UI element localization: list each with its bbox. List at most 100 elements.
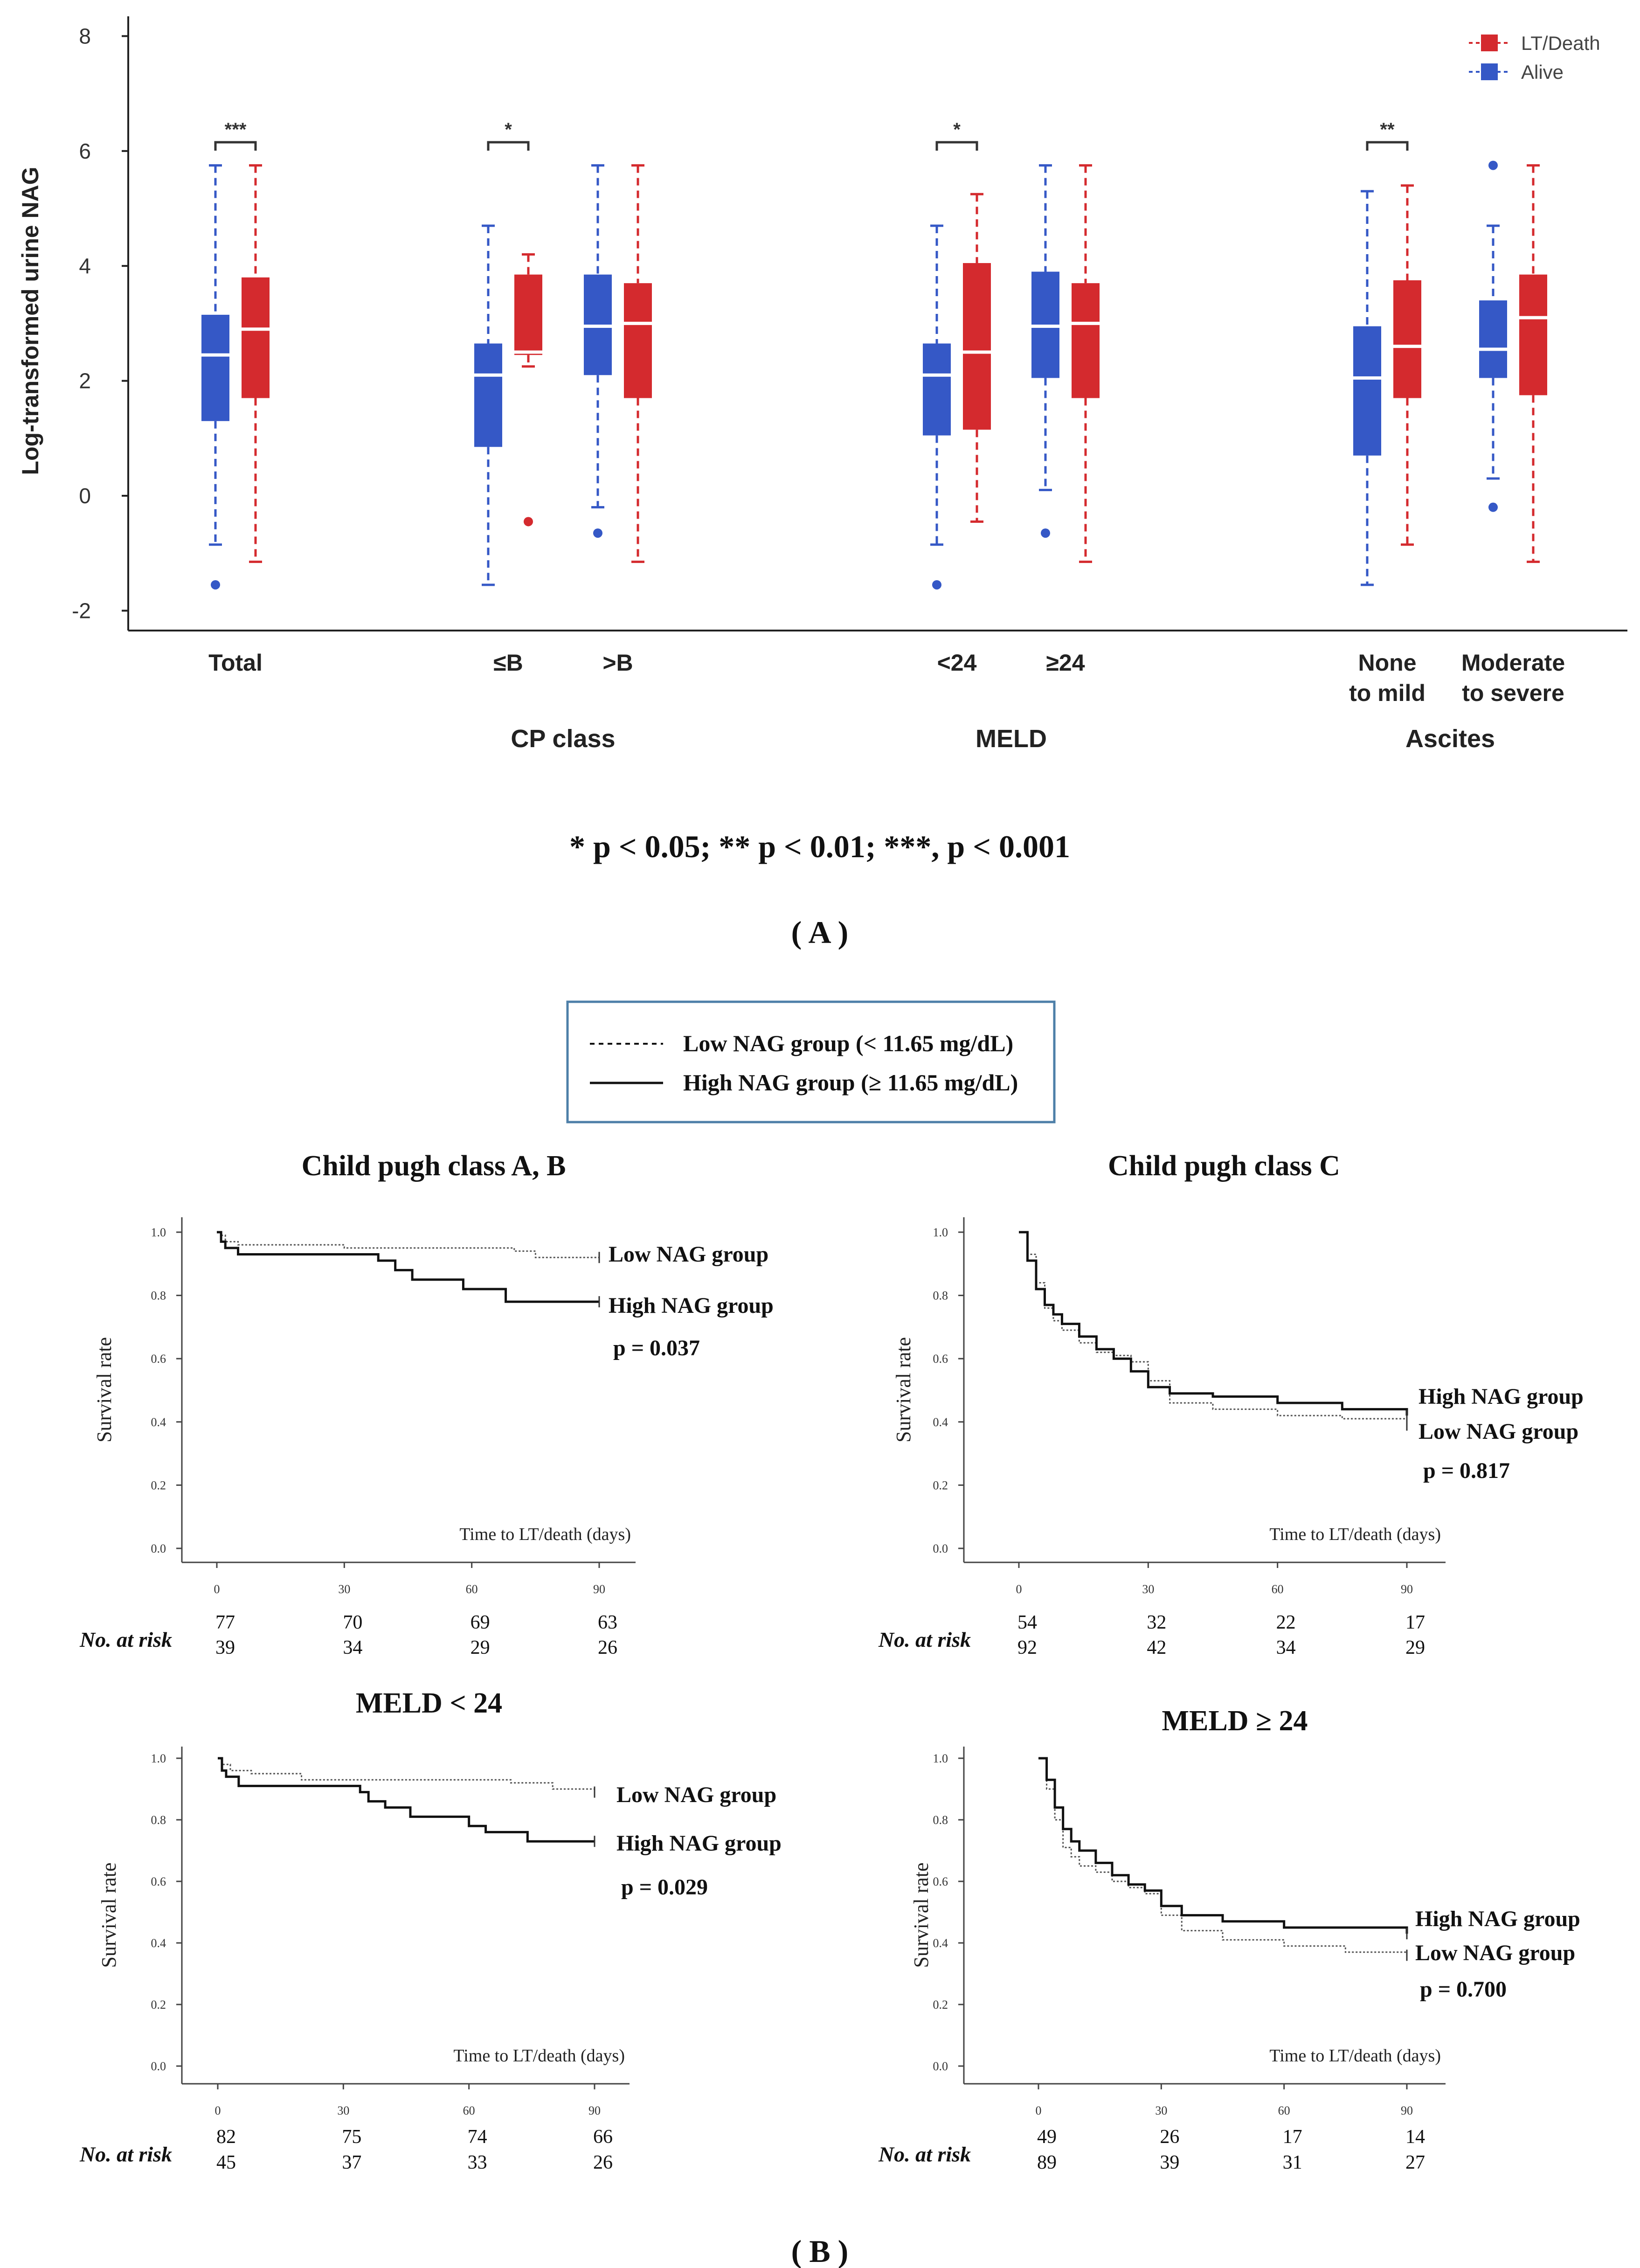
legend-label: LT/Death [1521,32,1600,54]
y-tick-label: 4 [79,254,91,278]
km-risk-label: No. at risk [878,1628,971,1651]
km-curve-low [1019,1231,1408,1425]
y-tick-label: 2 [79,369,91,393]
km-risk-high: 39 [1160,2152,1179,2173]
km-p-value: p = 0.700 [1420,1977,1507,2002]
category-label: Total [208,650,263,676]
km-curve-high [1019,1231,1408,1416]
km-y-tick-label: 1.0 [151,1226,166,1239]
km-x-axis-label: Time to LT/death (days) [453,2046,625,2066]
category-label-line2: to severe [1462,680,1564,706]
panel-b-label: ( B ) [791,2233,849,2268]
legend-high-label: High NAG group (≥ 11.65 mg/dL) [683,1069,1018,1096]
km-risk-low: 70 [343,1612,362,1633]
svg-text:): ) [838,2233,849,2268]
km-y-tick-label: 0.4 [933,1415,948,1429]
km-x-tick-label: 0 [214,1582,220,1596]
category-label: <24 [937,650,977,676]
km-risk-high: 34 [1276,1637,1296,1658]
km-y-tick-label: 0.0 [933,2060,948,2073]
svg-text:): ) [838,915,849,950]
km-risk-label: No. at risk [79,2143,172,2166]
km-x-tick-label: 0 [215,2104,221,2117]
km-y-tick-label: 1.0 [933,1226,948,1239]
outlier-point [524,517,533,527]
km-annotation-lower: High NAG group [616,1831,782,1856]
legend-low-label: Low NAG group (< 11.65 mg/dL) [683,1030,1013,1056]
km-x-tick-label: 90 [1401,2104,1413,2117]
box-iqr [474,343,502,447]
km-x-tick-label: 90 [588,2104,601,2117]
category-label: >B [602,650,633,676]
legend-swatch [1481,63,1498,80]
km-p-value: p = 0.817 [1423,1458,1510,1483]
km-y-tick-label: 0.2 [151,1478,166,1492]
km-risk-high: 31 [1283,2152,1302,2173]
box-iqr [201,314,229,421]
panel-a-boxplot: -2 0 2 4 6 8 Log-transformed urine NAG Total ≤B >… [17,16,1627,753]
km-curve-high [218,1757,595,1843]
km-y-tick-label: 1.0 [933,1752,948,1765]
box-iqr [1072,283,1100,398]
km-y-tick-label: 0.2 [933,1998,948,2011]
significance-stars: * [505,119,512,140]
km-title: MELD < 24 [356,1687,502,1719]
km-child-pugh-ab: Child pugh class A, B 0.0 0.2 0.4 0.6 0.8 1.0 0… [79,1150,774,1658]
significance-bracket [935,141,978,151]
km-risk-high: 29 [471,1637,490,1658]
km-y-axis-label: Survival rate [910,1862,933,1968]
km-x-tick-label: 30 [338,1582,350,1596]
km-x-axis-label: Time to LT/death (days) [459,1525,631,1544]
km-annotation-lower: Low NAG group [1419,1419,1578,1444]
km-y-tick-label: 0.4 [933,1936,948,1950]
km-y-tick-label: 0.0 [151,1542,166,1555]
box-iqr [1393,280,1421,398]
km-meld-under-24: MELD < 24 0.0 0.2 0.4 0.6 0.8 1.0 0 30 60 90 Surviv… [79,1687,782,2173]
km-title: Child pugh class A, B [302,1150,566,1182]
km-risk-low: 54 [1017,1612,1037,1633]
km-risk-high: 89 [1037,2152,1057,2173]
km-y-axis-label: Survival rate [97,1862,120,1968]
km-risk-high: 37 [342,2152,361,2173]
significance-bracket [1366,141,1409,151]
significance-bracket [214,141,257,151]
km-y-axis-label: Survival rate [892,1337,915,1443]
km-y-tick-label: 0.4 [151,1415,166,1429]
group-label: MELD [976,725,1047,753]
km-risk-low: 26 [1160,2126,1179,2148]
km-curve-high [217,1231,599,1303]
km-y-tick-label: 0.8 [151,1813,166,1827]
box-iqr [514,274,542,355]
km-risk-label: No. at risk [79,1628,172,1651]
significance-stars: *** [225,119,247,140]
box-iqr [624,283,652,398]
km-x-tick-label: 0 [1016,1582,1022,1596]
svg-text:(: ( [791,915,802,950]
panel-b-label-letter: B [809,2233,830,2268]
box-iqr [242,277,270,398]
outlier-point [1041,528,1050,538]
km-x-axis-label: Time to LT/death (days) [1269,1525,1441,1544]
outlier-point [1488,160,1498,170]
panel-a-label-letter: A [808,915,831,950]
y-tick-label: 6 [79,139,91,163]
km-y-tick-label: 0.4 [151,1936,166,1950]
outlier-point [1488,502,1498,512]
km-annotation-upper: High NAG group [1415,1907,1580,1931]
km-y-tick-label: 0.6 [151,1875,166,1888]
box-iqr [923,343,951,436]
km-risk-low: 66 [593,2126,613,2148]
km-y-tick-label: 0.8 [933,1813,948,1827]
km-risk-low: 63 [598,1612,617,1633]
km-x-tick-label: 90 [1401,1582,1413,1596]
legend-label: Alive [1521,61,1564,83]
km-risk-high: 92 [1017,1637,1037,1658]
significance-bracket [487,141,530,151]
km-y-tick-label: 0.2 [151,1998,166,2011]
outlier-point [932,580,941,590]
km-p-value: p = 0.029 [621,1875,708,1900]
legend-box [566,1000,1056,1124]
km-risk-high: 27 [1405,2152,1425,2173]
km-risk-low: 74 [468,2126,487,2148]
